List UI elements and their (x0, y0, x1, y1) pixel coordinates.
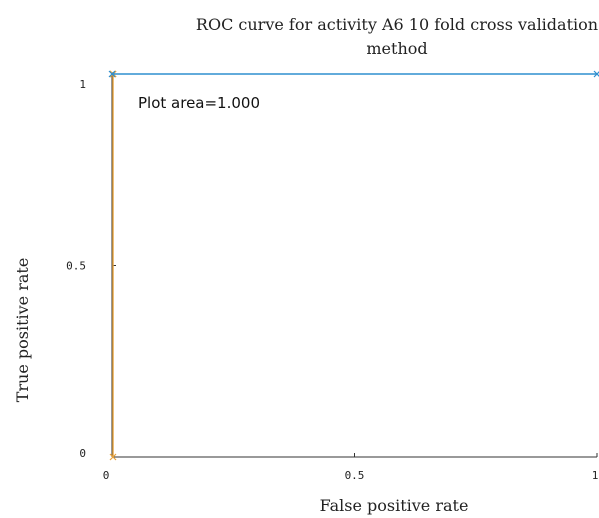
x-tick-label: 1 (592, 469, 599, 482)
chart-title: ROC curve for activity A6 10 fold cross … (196, 15, 598, 58)
x-tick-label: 0.5 (345, 469, 365, 482)
point-marker-stroke (108, 70, 116, 78)
series-group (108, 70, 599, 461)
x-tick-label: 0 (103, 469, 110, 482)
point-marker-stroke (593, 71, 599, 78)
y-tick-label: 1 (79, 78, 86, 91)
tick-labels: 0 0.5 1 0 0.5 1 (66, 73, 599, 482)
chart-title-line-1: ROC curve for activity A6 10 fold cross … (196, 15, 598, 34)
chart-title-line-2: method (366, 39, 427, 58)
plot-area-annotation: Plot area=1.000 (138, 94, 260, 112)
series-2-point (593, 70, 599, 78)
y-axis-label: True positive rate (13, 258, 32, 403)
axes (111, 72, 597, 458)
series-1-point (109, 453, 117, 461)
x-axis-label: False positive rate (320, 496, 469, 515)
y-tick-label: 0 (79, 447, 86, 460)
point-marker-stroke (109, 453, 117, 461)
y-tick-label: 0.5 (66, 260, 86, 273)
series-2-point (108, 70, 116, 78)
